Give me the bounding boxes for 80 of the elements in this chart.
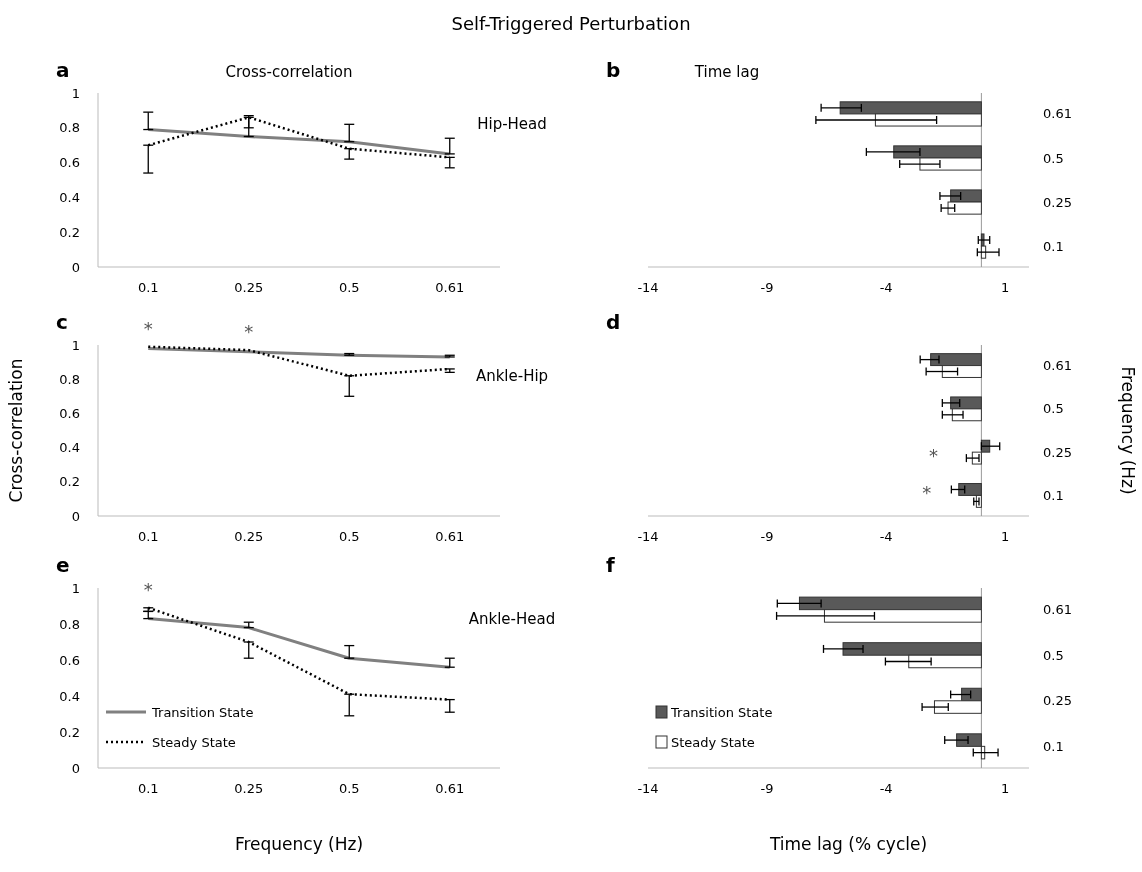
- y-tick-label: 0.6: [59, 155, 80, 171]
- y-tick-label: 0.4: [59, 440, 80, 456]
- text: Self-Triggered Perturbation: [451, 13, 691, 34]
- x-tick-label: -9: [760, 781, 774, 796]
- y-axis-title: Frequency (Hz): [1118, 366, 1138, 495]
- annotation: Hip-Head: [477, 115, 547, 133]
- y-tick-label: 0: [71, 508, 80, 524]
- x-tick-label: -4: [879, 781, 893, 796]
- y-tick-label: 0.61: [1043, 358, 1072, 374]
- x-tick-label: 0.1: [137, 529, 159, 544]
- y-tick-label: 0.1: [1043, 738, 1064, 754]
- x-tick-label: 1: [1001, 280, 1010, 295]
- y-tick-label: 0.1: [1043, 238, 1064, 254]
- x-tick-label: 0.1: [137, 280, 159, 295]
- x-tick-label: 0.25: [234, 280, 264, 295]
- x-tick-label: 0.1: [137, 781, 159, 796]
- x-tick-label: 0.25: [234, 529, 264, 544]
- annotation: *: [244, 321, 254, 343]
- y-tick-label: 0.2: [59, 474, 80, 490]
- x-tick-label: 0.5: [338, 529, 360, 544]
- text: f: [606, 553, 615, 577]
- y-tick-label: 0: [71, 259, 80, 275]
- text: e: [56, 553, 70, 577]
- x-tick-label: -9: [760, 280, 774, 295]
- legend-label: Transition State: [151, 705, 254, 720]
- annotation: *: [143, 317, 153, 339]
- y-tick-label: 1: [71, 85, 80, 101]
- y-tick-label: 0.8: [59, 616, 80, 632]
- x-tick-label: 1: [1001, 529, 1010, 544]
- x-tick-label: 0.25: [234, 781, 264, 796]
- annotation: Ankle-Hip: [475, 367, 549, 385]
- y-tick-label: 0.1: [1043, 487, 1064, 503]
- y-tick-label: 0.5: [1043, 647, 1064, 663]
- text: c: [56, 310, 68, 334]
- text: b: [606, 58, 621, 82]
- y-tick-label: 0.25: [1043, 444, 1072, 460]
- y-tick-label: 0.8: [59, 371, 80, 387]
- legend-label: Steady State: [671, 735, 755, 750]
- y-tick-label: 0.4: [59, 688, 80, 704]
- x-tick-label: 0.5: [338, 781, 360, 796]
- text: d: [606, 310, 621, 334]
- y-tick-label: 0.25: [1043, 194, 1072, 210]
- x-tick-label: 0.61: [435, 529, 465, 544]
- y-tick-label: 0.6: [59, 652, 80, 668]
- x-tick-label: -4: [879, 529, 893, 544]
- annotation: Ankle-Head: [468, 610, 556, 628]
- x-tick-label: 0.5: [338, 280, 360, 295]
- annotation: *: [143, 578, 153, 600]
- y-tick-label: 0.2: [59, 224, 80, 240]
- annotation: *: [929, 444, 939, 466]
- x-tick-label: -14: [637, 529, 659, 544]
- y-tick-label: 0.25: [1043, 693, 1072, 709]
- y-tick-label: 0.8: [59, 120, 80, 136]
- line-series: [146, 617, 452, 669]
- y-tick-label: 0: [71, 760, 80, 776]
- y-tick-label: 0.6: [59, 405, 80, 421]
- y-tick-label: 1: [71, 580, 80, 596]
- x-tick-label: -9: [760, 529, 774, 544]
- chart-subtitle: Cross-correlation: [225, 63, 353, 81]
- x-tick-label: 0.61: [435, 781, 465, 796]
- chart-title: Time lag: [693, 63, 760, 81]
- y-tick-label: 1: [71, 337, 80, 353]
- x-axis-title: Time lag (% cycle): [768, 834, 928, 854]
- y-tick-label: 0.4: [59, 189, 80, 205]
- x-tick-label: -14: [637, 280, 659, 295]
- legend-label: Transition State: [670, 705, 773, 720]
- legend-label: Steady State: [152, 735, 236, 750]
- y-tick-label: 0.61: [1043, 106, 1072, 122]
- x-tick-label: -14: [637, 781, 659, 796]
- annotation: *: [922, 482, 932, 504]
- y-axis-title: Cross-correlation: [6, 358, 26, 503]
- y-tick-label: 0.61: [1043, 602, 1072, 618]
- x-tick-label: 0.61: [435, 280, 465, 295]
- text: a: [56, 58, 70, 82]
- y-tick-label: 0.5: [1043, 401, 1064, 417]
- y-tick-label: 0.5: [1043, 150, 1064, 166]
- x-tick-label: 1: [1001, 781, 1010, 796]
- y-tick-label: 0.2: [59, 724, 80, 740]
- x-axis-title: Frequency (Hz): [234, 834, 364, 854]
- x-tick-label: -4: [879, 280, 893, 295]
